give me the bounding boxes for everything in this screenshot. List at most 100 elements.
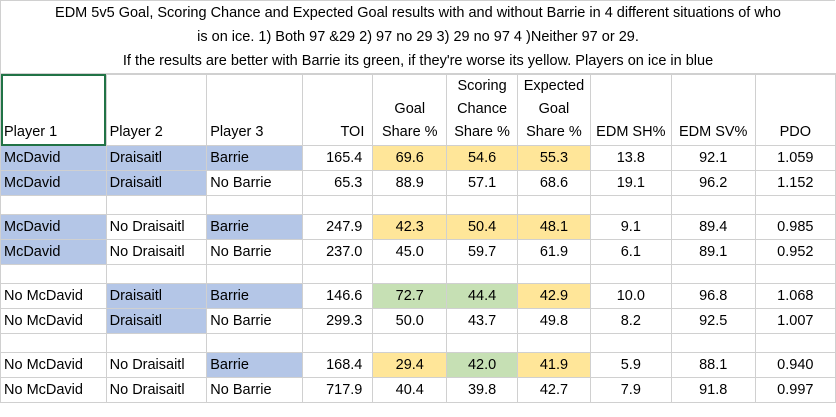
cell-xg-share[interactable]: 48.1 — [516, 214, 591, 240]
header-toi[interactable]: TOI — [301, 73, 374, 146]
cell-player3[interactable]: Barrie — [206, 145, 303, 171]
cell-xg-share[interactable]: 42.9 — [516, 283, 591, 309]
cell-sh[interactable]: 9.1 — [589, 214, 672, 240]
cell-sh[interactable]: 13.8 — [589, 145, 672, 171]
cell-sv[interactable]: 96.2 — [670, 170, 756, 196]
header-chance-share[interactable]: Scoring Chance Share % — [446, 73, 518, 146]
cell-goal-share[interactable]: 88.9 — [372, 170, 448, 196]
cell-pdo[interactable]: 1.152 — [754, 170, 836, 196]
cell-goal-share[interactable]: 50.0 — [372, 308, 448, 334]
header-sv[interactable]: EDM SV% — [670, 73, 756, 146]
cell-sh[interactable]: 19.1 — [589, 170, 672, 196]
cell-sv[interactable]: 89.1 — [670, 239, 756, 265]
cell-goal-share[interactable]: 69.6 — [372, 145, 448, 171]
cell-pdo[interactable]: 1.068 — [754, 283, 836, 309]
cell-toi[interactable]: 247.9 — [301, 214, 374, 240]
cell-sh[interactable]: 7.9 — [589, 377, 672, 403]
cell-player3[interactable]: No Barrie — [206, 239, 303, 265]
header-xg-share[interactable]: Expected Goal Share % — [516, 73, 591, 146]
cell-sv[interactable]: 89.4 — [670, 214, 756, 240]
cell-player1[interactable]: McDavid — [0, 170, 107, 196]
cell-toi[interactable]: 237.0 — [301, 239, 374, 265]
cell-player3[interactable]: Barrie — [206, 352, 303, 378]
cell-goal-share[interactable]: 42.3 — [372, 214, 448, 240]
cell-pdo[interactable]: 0.997 — [754, 377, 836, 403]
cell-toi[interactable]: 165.4 — [301, 145, 374, 171]
cell-player2[interactable]: Draisaitl — [105, 170, 208, 196]
cell-sh[interactable]: 10.0 — [589, 283, 672, 309]
spacer-row — [0, 195, 836, 215]
cell-pdo[interactable]: 1.059 — [754, 145, 836, 171]
cell-player2[interactable]: No Draisaitl — [105, 214, 208, 240]
cell-chance-share[interactable]: 57.1 — [446, 170, 518, 196]
cell-xg-share[interactable]: 55.3 — [516, 145, 591, 171]
cell-toi[interactable]: 717.9 — [301, 377, 374, 403]
cell-xg-share[interactable]: 49.8 — [516, 308, 591, 334]
cell-goal-share[interactable]: 40.4 — [372, 377, 448, 403]
cell-sv[interactable]: 96.8 — [670, 283, 756, 309]
cell-player2[interactable]: No Draisaitl — [105, 352, 208, 378]
cell-chance-share[interactable]: 59.7 — [446, 239, 518, 265]
cell-pdo[interactable]: 0.940 — [754, 352, 836, 378]
header-sh[interactable]: EDM SH% — [589, 73, 672, 146]
cell-sv[interactable]: 92.5 — [670, 308, 756, 334]
cell-player1[interactable]: McDavid — [0, 145, 107, 171]
cell-sv[interactable]: 88.1 — [670, 352, 756, 378]
results-table: Player 1 Player 2 Player 3 TOI Goal Share… — [0, 73, 836, 403]
cell-player3[interactable]: No Barrie — [206, 170, 303, 196]
cell-player3[interactable]: Barrie — [206, 283, 303, 309]
cell-sv[interactable]: 92.1 — [670, 145, 756, 171]
cell-xg-share[interactable]: 42.7 — [516, 377, 591, 403]
table-row: No McDavid Draisaitl Barrie 146.6 72.7 4… — [0, 283, 836, 309]
cell-player2[interactable]: Draisaitl — [105, 308, 208, 334]
cell-toi[interactable]: 299.3 — [301, 308, 374, 334]
cell-chance-share[interactable]: 43.7 — [446, 308, 518, 334]
header-pdo[interactable]: PDO — [754, 73, 836, 146]
cell-player1[interactable]: McDavid — [0, 239, 107, 265]
cell-chance-share[interactable]: 42.0 — [446, 352, 518, 378]
cell-player1[interactable]: No McDavid — [0, 377, 107, 403]
title-line-3: If the results are better with Barrie it… — [122, 53, 714, 69]
cell-player1[interactable]: No McDavid — [0, 283, 107, 309]
cell-player1[interactable]: McDavid — [0, 214, 107, 240]
cell-pdo[interactable]: 1.007 — [754, 308, 836, 334]
cell-sh[interactable]: 5.9 — [589, 352, 672, 378]
cell-goal-share[interactable]: 72.7 — [372, 283, 448, 309]
cell-player2[interactable]: Draisaitl — [105, 145, 208, 171]
cell-xg-share[interactable]: 41.9 — [516, 352, 591, 378]
header-player3[interactable]: Player 3 — [206, 73, 303, 146]
cell-player2[interactable]: Draisaitl — [105, 283, 208, 309]
header-player2[interactable]: Player 2 — [105, 73, 208, 146]
cell-goal-share[interactable]: 45.0 — [372, 239, 448, 265]
title-line-2: is on ice. 1) Both 97 &29 2) 97 no 29 3)… — [197, 29, 639, 45]
cell-xg-share[interactable]: 68.6 — [516, 170, 591, 196]
cell-chance-share[interactable]: 44.4 — [446, 283, 518, 309]
table-row: McDavid Draisaitl No Barrie 65.3 88.9 57… — [0, 170, 836, 196]
cell-xg-share[interactable]: 61.9 — [516, 239, 591, 265]
header-row: Player 1 Player 2 Player 3 TOI Goal Share… — [0, 73, 836, 146]
cell-player1[interactable]: No McDavid — [0, 352, 107, 378]
cell-toi[interactable]: 65.3 — [301, 170, 374, 196]
spacer-row — [0, 264, 836, 284]
cell-sh[interactable]: 6.1 — [589, 239, 672, 265]
cell-player1[interactable]: No McDavid — [0, 308, 107, 334]
cell-player3[interactable]: Barrie — [206, 214, 303, 240]
cell-chance-share[interactable]: 54.6 — [446, 145, 518, 171]
header-player1[interactable]: Player 1 — [0, 73, 107, 146]
header-goal-share[interactable]: Goal Share % — [372, 73, 448, 146]
cell-sh[interactable]: 8.2 — [589, 308, 672, 334]
cell-toi[interactable]: 168.4 — [301, 352, 374, 378]
cell-pdo[interactable]: 0.985 — [754, 214, 836, 240]
cell-player3[interactable]: No Barrie — [206, 377, 303, 403]
cell-goal-share[interactable]: 29.4 — [372, 352, 448, 378]
cell-pdo[interactable]: 0.952 — [754, 239, 836, 265]
title-line-1: EDM 5v5 Goal, Scoring Chance and Expecte… — [55, 5, 781, 21]
cell-toi[interactable]: 146.6 — [301, 283, 374, 309]
cell-chance-share[interactable]: 50.4 — [446, 214, 518, 240]
cell-chance-share[interactable]: 39.8 — [446, 377, 518, 403]
cell-sv[interactable]: 91.8 — [670, 377, 756, 403]
cell-player3[interactable]: No Barrie — [206, 308, 303, 334]
cell-player2[interactable]: No Draisaitl — [105, 377, 208, 403]
cell-player2[interactable]: No Draisaitl — [105, 239, 208, 265]
